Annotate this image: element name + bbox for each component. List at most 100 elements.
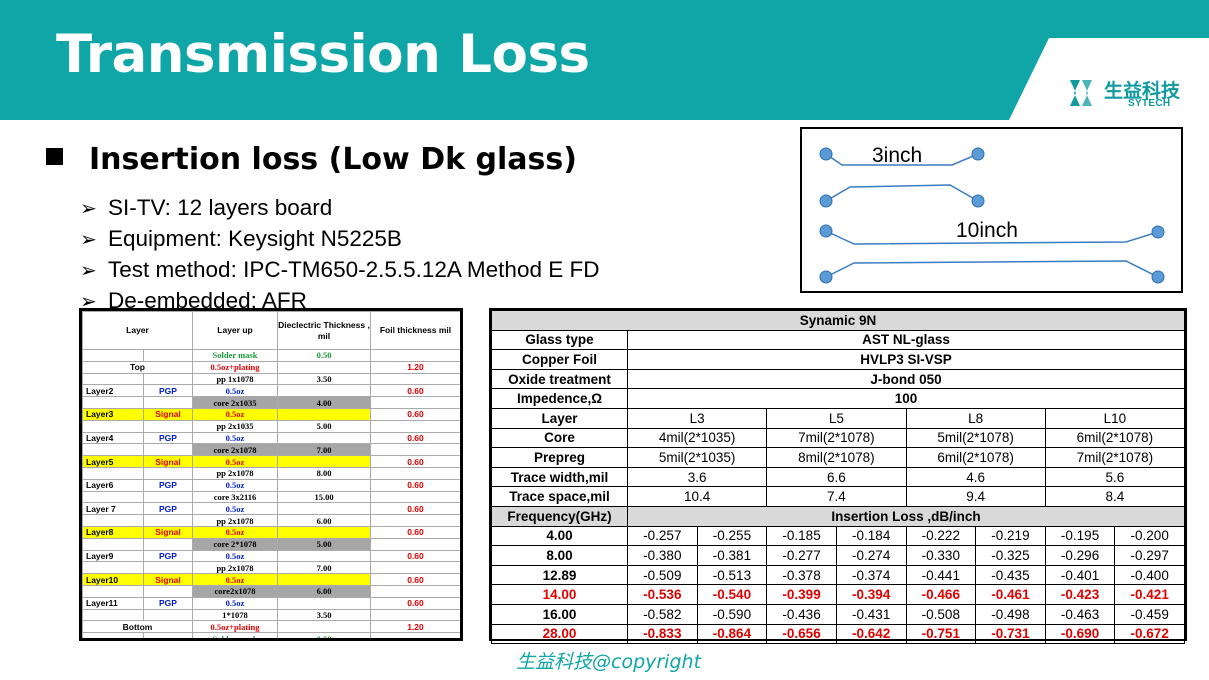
stackup-row: Solder mask 0.50 [82, 632, 460, 638]
loss-value-cell: -0.498 [975, 603, 1046, 625]
stackup-row: pp 2x1078 7.00 [82, 561, 460, 575]
stackup-row: pp 2x1078 8.00 [82, 466, 460, 480]
title-banner [0, 0, 1209, 120]
loss-value-cell: -0.297 [1114, 545, 1185, 566]
stackup-thickness [277, 384, 371, 398]
stackup-row: Solder mask 0.50 [82, 349, 460, 362]
stackup-foil: 0.60 [370, 384, 460, 398]
stackup-layer-type: Signal [143, 455, 193, 468]
stackup-table: Layer Layer up Dieclectric Thickness , m… [79, 308, 463, 641]
loss-value-cell: -0.536 [627, 584, 698, 605]
stackup-layer-type: PGP [143, 596, 193, 610]
core-cell: 7mil(2*1078) [766, 427, 907, 449]
stackup-row: pp 1x1078 3.50 [82, 372, 460, 386]
stackup-layer-type [143, 561, 193, 575]
loss-value-cell: -0.374 [835, 564, 907, 586]
loss-value-cell: -0.463 [1044, 603, 1116, 625]
loss-value-cell: -0.380 [627, 545, 698, 566]
stackup-layer-name: Layer 7 [82, 502, 144, 516]
stackup-row: core 2x1035 4.00 [82, 396, 460, 409]
arrow-bullet-icon: ➢ [80, 260, 97, 282]
stackup-thickness: 7.00 [277, 561, 371, 575]
stackup-layer-type [143, 514, 193, 527]
loss-value-cell: -0.195 [1044, 525, 1116, 547]
trace-space-label: Trace space,mil [491, 486, 628, 507]
stackup-material: core 2x1035 [192, 396, 278, 409]
insertion-loss-header: Insertion Loss ,dB/inch [627, 505, 1185, 527]
loss-value-cell: -0.435 [975, 564, 1046, 586]
trace-width-label: Trace width,mil [491, 466, 628, 488]
sytech-logo-icon [1070, 80, 1092, 106]
stackup-foil: 0.60 [370, 478, 460, 492]
stackup-layer-type [143, 632, 193, 638]
stackup-material: 0.5oz [192, 525, 278, 539]
stackup-layer-type [143, 466, 193, 480]
stackup-foil [370, 419, 460, 433]
stackup-layer-name: Layer11 [82, 596, 144, 610]
stackup-layer-type: Signal [143, 573, 193, 586]
stackup-material: Solder mask [192, 349, 278, 362]
stackup-foil: 0.60 [370, 431, 460, 445]
loss-value-cell: -0.656 [766, 623, 837, 645]
loss-value-cell: -0.185 [766, 525, 837, 547]
stackup-layer-type [143, 490, 193, 504]
stackup-thickness: 15.00 [277, 490, 371, 504]
stackup-thickness [277, 549, 371, 563]
stackup-thickness: 3.50 [277, 608, 371, 622]
stackup-layer-type: PGP [143, 431, 193, 445]
stackup-layer-name: Layer10 [82, 573, 144, 586]
loss-value-cell: -0.257 [627, 525, 698, 547]
loss-value-cell: -0.590 [696, 603, 768, 625]
loss-value-cell: -0.436 [766, 603, 837, 625]
stackup-layer-name: Top [82, 360, 193, 374]
stackup-layer-type: PGP [143, 384, 193, 398]
stackup-foil: 1.20 [370, 360, 460, 374]
stackup-layer-name [82, 584, 144, 598]
stackup-layer-type [143, 584, 193, 598]
loss-value-cell: -0.459 [1114, 603, 1185, 625]
stackup-material: 0.5oz [192, 431, 278, 445]
loss-value-cell: -0.833 [627, 623, 698, 645]
stackup-layer-name: Layer9 [82, 549, 144, 563]
loss-value-cell: -0.431 [835, 603, 907, 625]
stackup-layer-type: Signal [143, 525, 193, 539]
loss-row: 12.89 -0.509 -0.513 -0.378 -0.374 -0.441 -0.43… [491, 564, 1185, 586]
stackup-row: pp 2x1035 5.00 [82, 419, 460, 433]
loss-row: 14.00 -0.536 -0.540 -0.399 -0.394 -0.466 -0.46… [491, 584, 1185, 605]
prepreg-cell: 8mil(2*1078) [766, 447, 907, 468]
loss-value-cell: -0.255 [696, 525, 768, 547]
stackup-body: Solder mask 0.50 Top 0.5oz+plating 1.20 pp 1x… [82, 349, 460, 638]
stackup-foil: 0.60 [370, 525, 460, 539]
bullet-list: ➢ SI-TV: 12 layers board ➢ Equipment: Keys… [80, 193, 599, 317]
stackup-material: 1*1078 [192, 608, 278, 622]
stackup-material: 0.5oz+plating [192, 360, 278, 374]
stackup-layer-name [82, 466, 144, 480]
info-label: Copper Foil [491, 349, 628, 370]
layer-cell: L3 [626, 407, 768, 429]
stackup-thickness: 0.50 [277, 632, 371, 638]
stackup-row: Top 0.5oz+plating 1.20 [82, 360, 460, 374]
stackup-foil: 0.60 [370, 455, 460, 468]
trace-space-cell: 9.4 [905, 486, 1046, 507]
stackup-thickness [277, 502, 371, 516]
loss-value-cell: -0.731 [975, 623, 1046, 645]
frequency-cell: 8.00 [491, 545, 628, 566]
stackup-layer-name [82, 632, 144, 638]
stackup-layer-type: PGP [143, 478, 193, 492]
trace-diagram-svg: 3inch 10inch [819, 144, 1165, 284]
loss-value-cell: -0.274 [835, 545, 907, 566]
stackup-layer-type: Signal [143, 407, 193, 421]
section-heading: Insertion loss (Low Dk glass) [46, 142, 577, 177]
stackup-thickness [277, 431, 371, 445]
stackup-header-layer: Layer [82, 311, 193, 350]
loss-value-cell: -0.690 [1044, 623, 1116, 645]
stackup-row: Layer5 Signal 0.5oz 0.60 [82, 455, 460, 468]
stackup-layer-name [82, 490, 144, 504]
section-heading-text: Insertion loss (Low Dk glass) [89, 142, 577, 177]
trace-width-cell: 6.6 [766, 466, 907, 488]
info-value: 100 [627, 388, 1185, 409]
loss-value-cell: -0.184 [835, 525, 907, 547]
core-cell: 4mil(2*1035) [626, 427, 768, 449]
loss-value-cell: -0.582 [627, 603, 698, 625]
